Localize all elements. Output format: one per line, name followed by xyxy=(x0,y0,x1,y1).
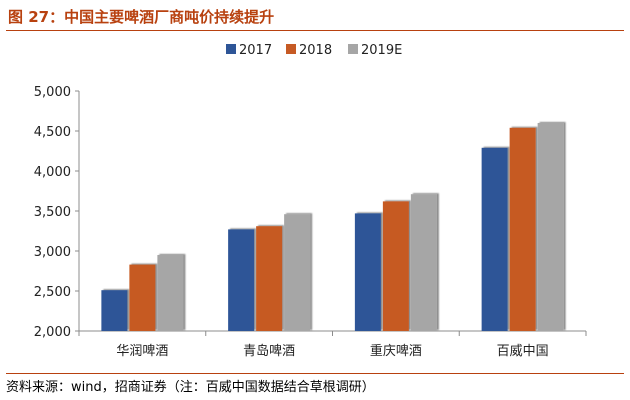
x-tick-label: 青岛啤酒 xyxy=(243,343,295,359)
bar xyxy=(537,123,564,331)
figure-title: 图 27：中国主要啤酒厂商吨价持续提升 xyxy=(8,8,275,26)
y-tick-label: 2,500 xyxy=(34,285,71,300)
y-tick-label: 3,500 xyxy=(34,205,71,220)
legend-label: 2018 xyxy=(299,43,332,58)
x-tick-label: 百威中国 xyxy=(497,344,549,359)
title-divider xyxy=(6,30,624,31)
x-tick-label: 重庆啤酒 xyxy=(370,343,422,359)
bar xyxy=(382,201,409,331)
bar xyxy=(129,264,156,331)
y-tick-label: 5,000 xyxy=(34,85,71,100)
bar-chart: 2017 2018 2019E 2,000 2,500 3,000 3,500 4,000 4,… xyxy=(34,43,587,359)
bar xyxy=(256,226,283,331)
bar xyxy=(509,127,536,331)
source-divider xyxy=(6,373,624,374)
bar xyxy=(101,290,128,331)
legend-label: 2019E xyxy=(361,43,402,58)
bar xyxy=(284,214,311,331)
bar xyxy=(354,213,381,331)
y-tick-label: 4,500 xyxy=(34,125,71,140)
x-tick-label: 华润啤酒 xyxy=(116,344,168,359)
legend-swatch xyxy=(226,44,236,54)
y-tick-label: 3,000 xyxy=(34,245,71,260)
legend-swatch xyxy=(286,44,296,54)
source-note: 资料来源：wind，招商证券（注：百威中国数据结合草根调研） xyxy=(6,380,375,395)
y-tick-label: 4,000 xyxy=(34,165,71,180)
bar xyxy=(157,255,184,331)
legend-label: 2017 xyxy=(239,43,272,58)
y-tick-label: 2,000 xyxy=(34,325,71,340)
legend-swatch xyxy=(348,44,358,54)
bar xyxy=(481,147,508,331)
bar xyxy=(228,229,255,331)
bar xyxy=(410,194,437,331)
